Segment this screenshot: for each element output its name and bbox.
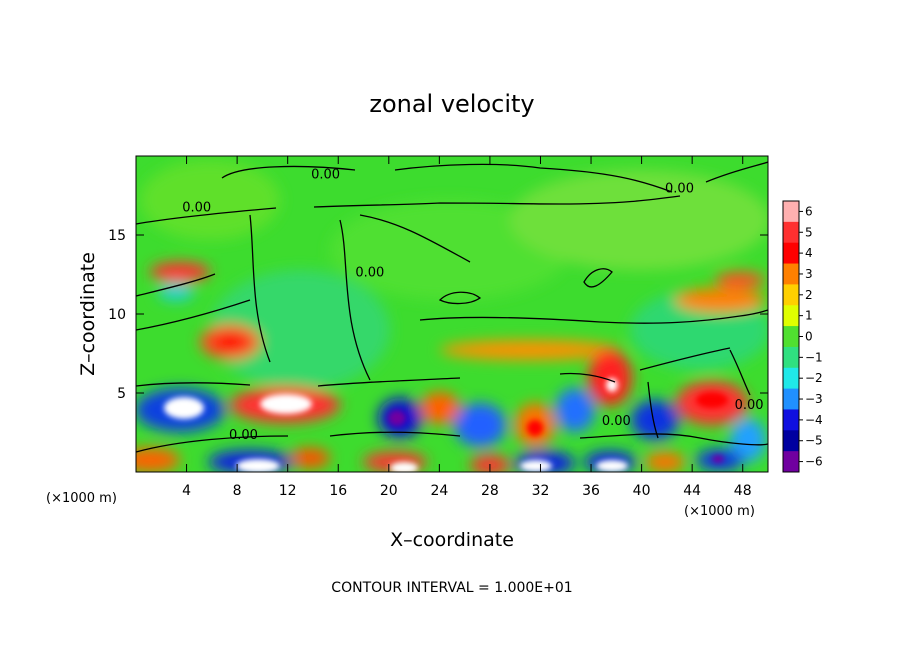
colorbar-swatch	[783, 346, 799, 369]
x-tick-label: 24	[430, 483, 448, 499]
colorbar-tick-label: 5	[805, 225, 813, 239]
colorbar-tick-label: 0	[805, 330, 813, 344]
x-tick-label: 48	[734, 483, 752, 499]
colorbar-tick-label: −4	[805, 413, 823, 427]
contour-interval-note: CONTOUR INTERVAL = 1.000E+01	[331, 580, 572, 596]
colorbar-swatch	[783, 326, 799, 348]
contour-label: 0.00	[602, 414, 631, 429]
x-tick-label: 44	[683, 483, 701, 499]
x-tick-label: 28	[481, 483, 499, 499]
zero-contours	[136, 161, 768, 453]
colorbar-swatch	[783, 305, 799, 327]
contour-label: 0.00	[735, 398, 764, 413]
colorbar-tick-label: 3	[805, 267, 813, 281]
contour-labels: 0.00 0.00 0.00 0.00 0.00 0.00 0.00	[182, 167, 763, 443]
x-tick-label: 16	[329, 483, 347, 499]
colorbar-swatch	[783, 284, 799, 306]
y-tick-label: 5	[117, 386, 126, 402]
colorbar-tick-label: 1	[805, 309, 813, 323]
colorbar-tick-label: −2	[805, 371, 823, 385]
x-axis-label: X–coordinate	[390, 529, 514, 551]
y-tick-label: 15	[108, 228, 126, 244]
y-tick-label: 10	[108, 307, 126, 323]
colorbar-tick-label: −5	[805, 434, 823, 448]
x-tick-label: 8	[233, 483, 242, 499]
x-tick-label: 40	[633, 483, 651, 499]
velocity-field	[136, 156, 768, 472]
colorbar: 6 5 4 3 2 1 0 −1 −2 −3 −4 −5 −6	[782, 200, 823, 473]
colorbar-swatch	[783, 367, 799, 390]
colorbar-swatch	[783, 242, 799, 265]
x-units-right: (×1000 m)	[684, 504, 755, 519]
colorbar-tick-label: −6	[805, 455, 823, 469]
chart-title: zonal velocity	[369, 90, 534, 118]
colorbar-tick-label: 2	[805, 288, 813, 302]
colorbar-swatch	[783, 201, 799, 223]
x-tick-label: 12	[279, 483, 297, 499]
x-axis: 4 8 12 16 20 24 28 32 36 40 44 48	[182, 156, 752, 499]
colorbar-tick-label: 6	[805, 204, 813, 218]
y-axis-label: Z–coordinate	[77, 252, 99, 376]
colorbar-swatch	[783, 451, 799, 473]
colorbar-tick-label: −3	[805, 392, 823, 406]
colorbar-swatch	[783, 430, 799, 452]
contour-label: 0.00	[311, 167, 340, 182]
colorbar-swatch	[783, 388, 799, 410]
contour-label: 0.00	[229, 428, 258, 443]
colorbar-swatch	[783, 409, 799, 431]
x-units-left: (×1000 m)	[46, 491, 117, 506]
colorbar-swatch	[783, 263, 799, 285]
contour-label: 0.00	[665, 182, 694, 197]
x-tick-label: 20	[380, 483, 398, 499]
colorbar-tick-label: −1	[805, 350, 823, 364]
colorbar-tick-label: 4	[805, 246, 813, 260]
y-axis: 5 10 15	[108, 228, 768, 402]
colorbar-swatch	[783, 221, 799, 244]
contour-label: 0.00	[355, 265, 384, 280]
contour-label: 0.00	[182, 201, 211, 216]
x-tick-label: 32	[532, 483, 550, 499]
x-tick-label: 36	[582, 483, 600, 499]
x-tick-label: 4	[182, 483, 191, 499]
